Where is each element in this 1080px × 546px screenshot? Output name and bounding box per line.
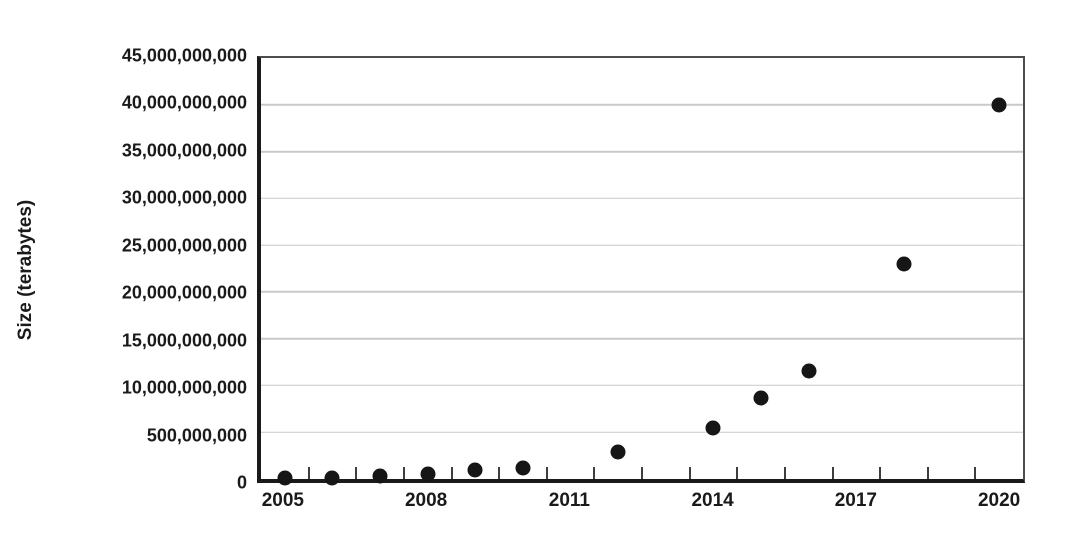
gridline [261,197,1023,200]
y-tick-label: 10,000,000,000 [121,377,247,398]
x-axis-tick [879,467,882,479]
x-tick-labels: 2005 2008 2011 2014 2017 2020 [259,490,1023,522]
y-tick-labels: 0 500,000,000 10,000,000,000 15,000,000,000… [0,46,247,493]
data-point [801,363,817,379]
y-tick-label: 15,000,000,000 [121,330,247,351]
y-tick-label: 20,000,000,000 [121,282,247,303]
data-point [991,97,1007,113]
x-axis-tick [831,467,834,479]
gridline [261,244,1023,246]
y-tick-label: 45,000,000,000 [121,45,247,66]
plot-inner [261,58,1023,486]
x-tick-label: 2011 [548,490,590,511]
x-tick-label: 2020 [977,490,1021,511]
data-point [705,420,721,436]
gridline [261,431,1023,433]
data-point [896,256,912,272]
x-tick-label: 2008 [404,490,448,511]
gridline [261,104,1023,106]
plot-area [257,56,1025,486]
data-point [610,444,626,460]
data-point [420,466,436,482]
x-axis-tick [450,467,453,479]
x-axis-tick [307,467,310,479]
x-axis-tick [974,467,977,479]
x-axis-tick [926,467,929,479]
gridline [261,150,1023,153]
x-axis-tick [593,467,596,479]
y-tick-label: 0 [236,472,247,493]
gridline [261,384,1023,387]
x-tick-label: 2005 [261,490,305,511]
x-axis-tick [783,467,786,479]
data-point [277,470,293,486]
y-tick-label: 25,000,000,000 [121,235,247,256]
data-point [515,460,531,476]
x-axis-tick [402,467,405,479]
data-point [467,462,483,478]
data-point [324,470,340,486]
y-tick-label: 40,000,000,000 [121,92,247,113]
x-axis-tick [498,467,501,479]
x-tick-label: 2014 [691,490,734,511]
x-axis-tick [545,467,548,479]
x-axis-tick [688,467,691,479]
x-tick-label: 2017 [834,490,878,511]
y-tick-label: 35,000,000,000 [121,140,247,161]
x-axis-tick [355,467,358,479]
gridline [261,291,1023,293]
data-point [753,390,769,406]
gridline [261,337,1023,340]
y-tick-label: 500,000,000 [146,425,247,446]
y-tick-label: 30,000,000,000 [121,187,247,208]
x-axis-tick [736,467,739,479]
data-point [372,468,388,484]
x-axis-tick [641,467,643,479]
